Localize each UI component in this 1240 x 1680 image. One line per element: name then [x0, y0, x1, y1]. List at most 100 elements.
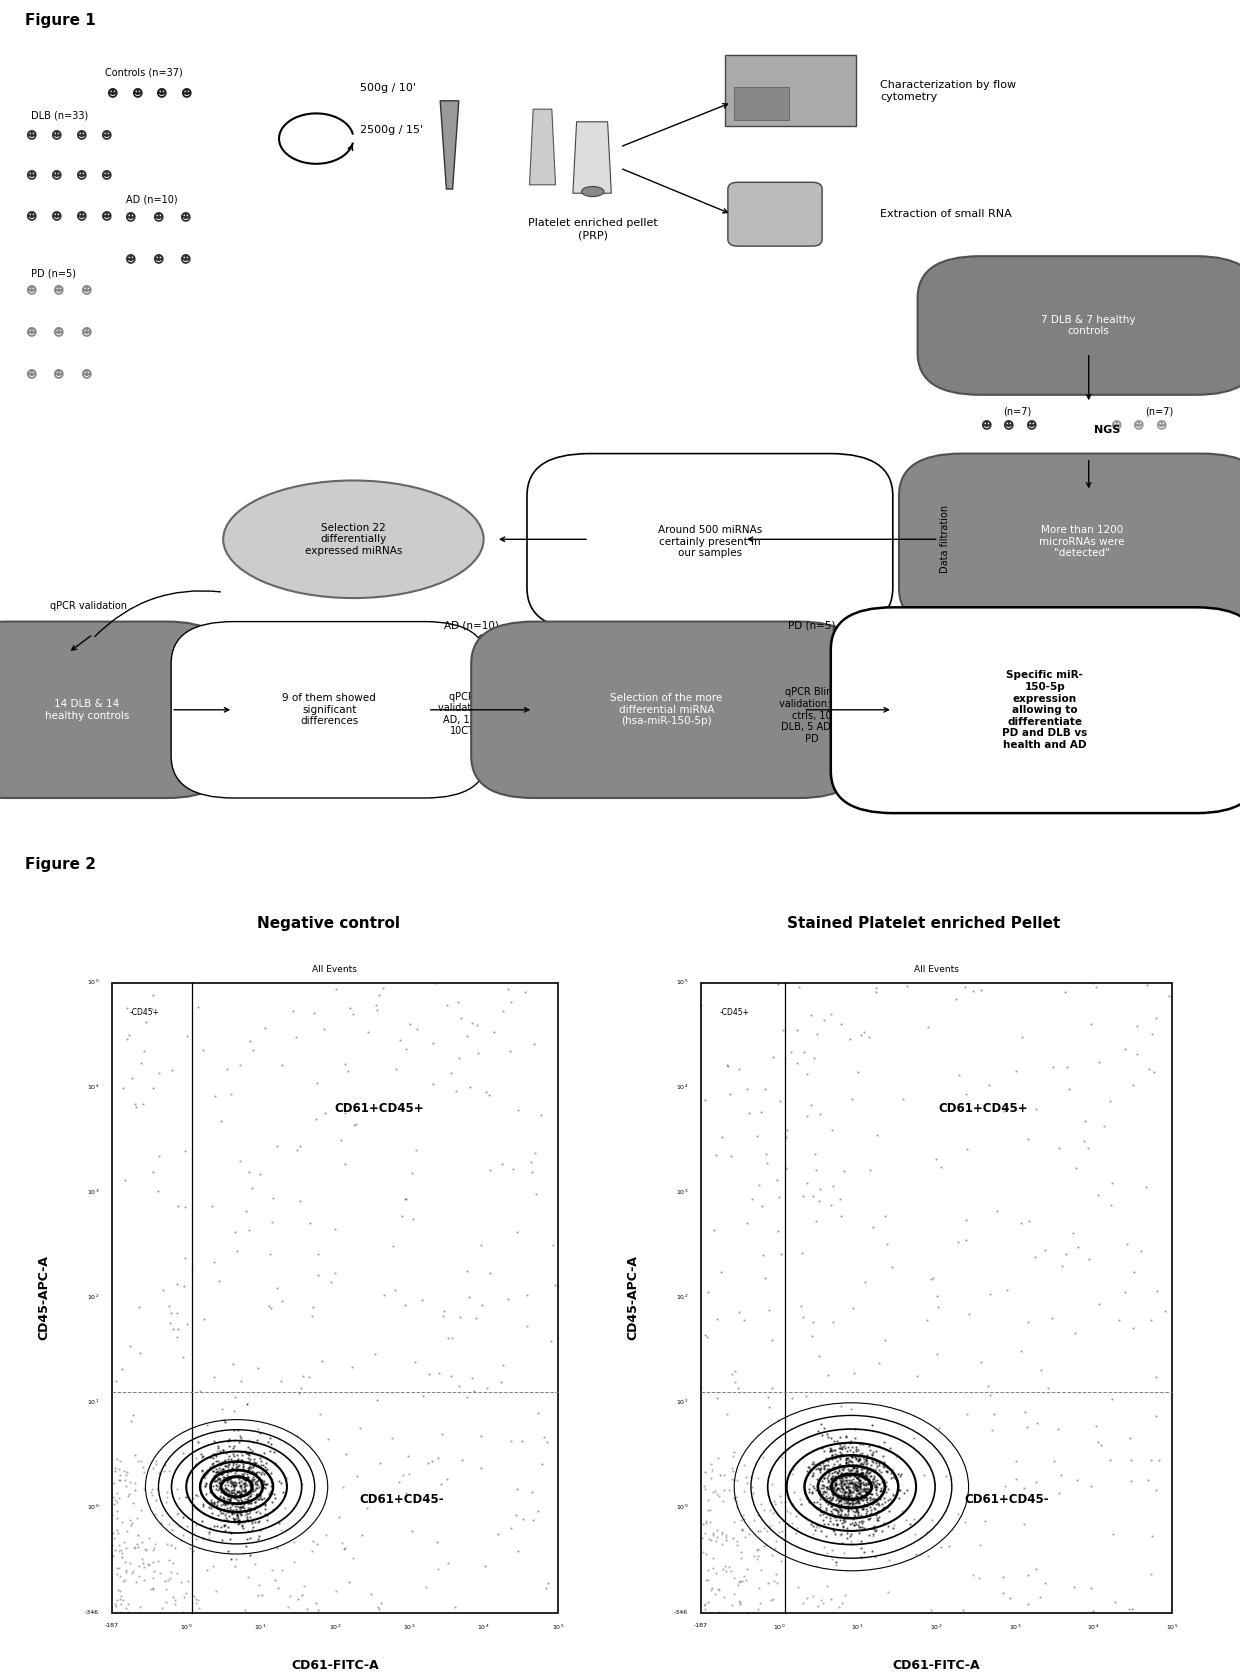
Point — [402, 1159, 422, 1186]
Point — [835, 1460, 854, 1487]
Text: $10^2$: $10^2$ — [930, 1623, 942, 1633]
Point — [228, 1507, 248, 1534]
Point — [206, 1457, 226, 1483]
Point — [999, 1584, 1019, 1611]
Point — [889, 1477, 909, 1504]
Point — [826, 1472, 846, 1499]
Point — [822, 1494, 842, 1520]
Point — [224, 1468, 244, 1495]
Point — [343, 1112, 363, 1139]
Point — [176, 1193, 196, 1220]
Point — [336, 1441, 356, 1468]
Point — [169, 1500, 188, 1527]
Point — [837, 1450, 857, 1477]
Point — [800, 1455, 820, 1482]
Point — [1059, 1075, 1079, 1102]
Point — [780, 1500, 800, 1527]
Point — [830, 1492, 849, 1519]
Point — [866, 1487, 885, 1514]
Point — [980, 1072, 999, 1099]
Point — [141, 1478, 161, 1505]
Point — [289, 1379, 309, 1406]
Point — [239, 1436, 259, 1463]
Point — [458, 1021, 477, 1048]
Point — [237, 1488, 257, 1515]
Point — [451, 1005, 471, 1032]
Text: ☻: ☻ — [52, 286, 64, 296]
Point — [446, 1079, 466, 1105]
Text: ☻: ☻ — [50, 170, 62, 180]
Point — [874, 1453, 894, 1480]
Point — [449, 1045, 469, 1072]
Point — [737, 1566, 756, 1593]
Point — [300, 1210, 320, 1236]
Text: -346: -346 — [675, 1611, 688, 1614]
Point — [763, 1374, 782, 1401]
Point — [201, 1487, 221, 1514]
Point — [244, 1495, 264, 1522]
Point — [993, 1564, 1013, 1591]
Point — [215, 1410, 234, 1436]
Point — [811, 1586, 831, 1613]
Point — [228, 1463, 248, 1490]
Point — [1064, 1220, 1084, 1247]
Point — [227, 1499, 247, 1525]
Point — [857, 1458, 877, 1485]
Point — [821, 1425, 841, 1452]
Point — [816, 1504, 836, 1530]
Point — [737, 1210, 756, 1236]
Point — [841, 1460, 861, 1487]
Point — [215, 1517, 234, 1544]
Point — [272, 1052, 291, 1079]
Point — [813, 1477, 833, 1504]
Point — [848, 1499, 868, 1525]
Point — [217, 1468, 237, 1495]
Point — [134, 1475, 154, 1502]
Point — [828, 1463, 848, 1490]
Point — [869, 1485, 889, 1512]
Point — [723, 1443, 743, 1470]
Point — [392, 1203, 412, 1230]
Point — [854, 1483, 874, 1510]
Point — [856, 1460, 875, 1487]
Point — [828, 1480, 848, 1507]
Point — [112, 1583, 131, 1609]
Point — [804, 1514, 823, 1541]
Text: PD (n=5): PD (n=5) — [31, 269, 76, 279]
Point — [118, 1482, 138, 1509]
Point — [839, 1510, 859, 1537]
Point — [253, 1452, 273, 1478]
Point — [229, 1428, 249, 1455]
Point — [450, 1304, 470, 1331]
Point — [208, 1460, 228, 1487]
Point — [837, 1462, 857, 1488]
Point — [847, 1472, 867, 1499]
Point — [724, 1467, 744, 1494]
Point — [844, 1512, 864, 1539]
Point — [207, 1488, 227, 1515]
Point — [238, 1564, 258, 1591]
Point — [869, 1450, 889, 1477]
Point — [224, 1483, 244, 1510]
Point — [120, 1549, 140, 1576]
Point — [166, 1500, 186, 1527]
Point — [956, 1226, 976, 1253]
Point — [993, 1097, 1013, 1124]
Point — [758, 1517, 777, 1544]
Point — [218, 1499, 238, 1525]
Point — [776, 1117, 796, 1144]
Point — [234, 1470, 254, 1497]
Point — [197, 1411, 217, 1438]
Point — [844, 1443, 864, 1470]
Point — [849, 1446, 869, 1473]
Point — [310, 1399, 330, 1426]
Point — [284, 1549, 304, 1576]
Point — [248, 1354, 268, 1381]
Point — [123, 1557, 143, 1584]
Point — [794, 1589, 813, 1616]
Point — [213, 1463, 233, 1490]
Point — [806, 1455, 826, 1482]
Point — [186, 1589, 206, 1616]
Point — [263, 1497, 283, 1524]
Point — [319, 1426, 339, 1453]
